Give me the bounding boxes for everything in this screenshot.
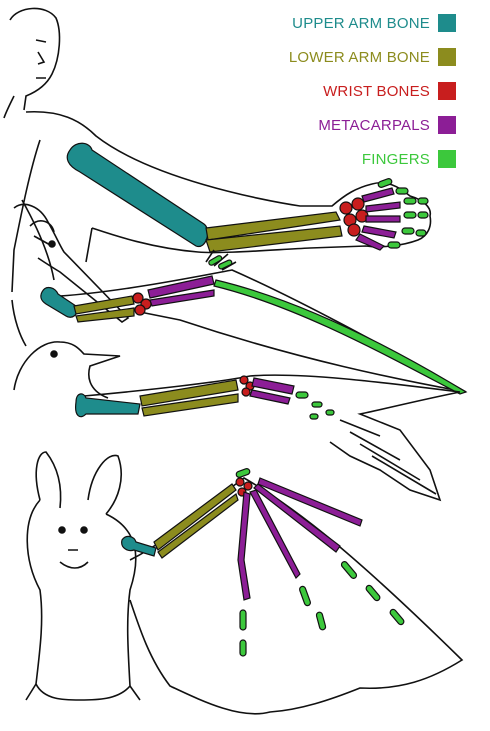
human-wrist-bones (339, 197, 369, 237)
human-fingers (377, 178, 429, 249)
legend-entry: LOWER ARM BONE (289, 44, 456, 70)
pterosaur-wrist-bones (132, 292, 152, 316)
bat-fingers (235, 468, 405, 657)
pterosaur-head-outline (13, 203, 130, 323)
bat-ear-left (35, 451, 62, 509)
bird-figure (13, 341, 461, 502)
bird-metacarpals (249, 377, 295, 405)
human-lower-arm-bone (205, 211, 341, 241)
pterosaur-metacarpals (147, 275, 215, 307)
legend-label: METACARPALS (318, 116, 430, 134)
pterosaur-wing-outline (59, 269, 467, 393)
bird-upper-arm-bone (75, 393, 141, 418)
bird-lower-arm-bone (139, 379, 239, 407)
bat-ear-right (87, 454, 122, 515)
pterosaur-arm-bones (40, 255, 468, 395)
bat-arm-bones (121, 468, 405, 657)
bat-upper-arm-bone (121, 535, 157, 557)
bat-figure (25, 451, 464, 715)
human-upper-arm-bone (66, 142, 209, 248)
bird-fingers (295, 391, 335, 420)
human-metacarpals (355, 187, 401, 251)
human-head-outline (9, 7, 61, 111)
legend-swatch (438, 48, 456, 66)
legend-entry: WRIST BONES (289, 78, 456, 104)
legend-entry: UPPER ARM BONE (289, 10, 456, 36)
bone-legend: UPPER ARM BONE LOWER ARM BONE WRIST BONES M… (289, 10, 456, 180)
legend-swatch (438, 82, 456, 100)
pterosaur-upper-arm-bone (40, 286, 78, 318)
bird-arm-bones (75, 375, 335, 420)
legend-label: UPPER ARM BONE (292, 14, 430, 32)
legend-swatch (438, 150, 456, 168)
bird-head-outline (13, 341, 121, 399)
legend-label: FINGERS (361, 150, 430, 168)
pterosaur-fingers (208, 255, 468, 395)
bat-metacarpals (237, 477, 363, 601)
bat-lower-arm-bone (153, 483, 237, 551)
bat-wing-outline (129, 477, 464, 715)
human-arm-bones (66, 142, 429, 253)
legend-label: WRIST BONES (323, 82, 430, 100)
legend-entry: METACARPALS (289, 112, 456, 138)
bird-wing-outline (83, 374, 461, 502)
legend-label: LOWER ARM BONE (288, 48, 430, 66)
pterosaur-lower-arm-bone (73, 295, 135, 315)
bat-body-outline (26, 499, 137, 701)
legend-entry: FINGERS (289, 146, 456, 172)
legend-swatch (438, 14, 456, 32)
legend-swatch (438, 116, 456, 134)
